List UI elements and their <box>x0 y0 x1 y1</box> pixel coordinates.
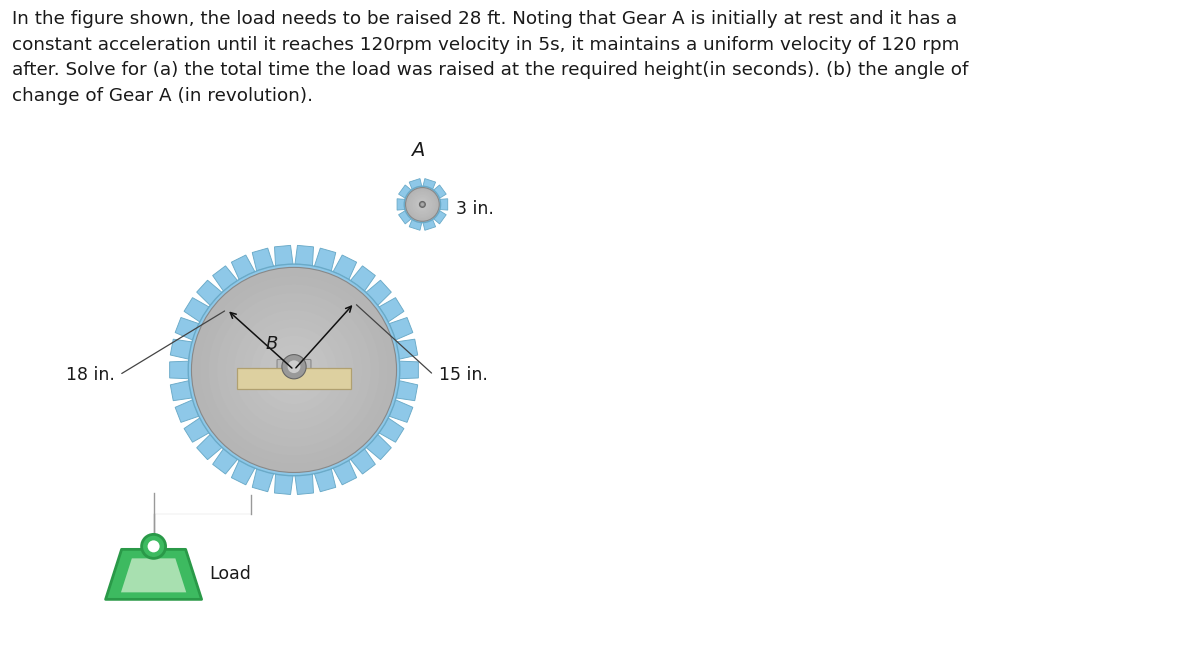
Polygon shape <box>170 339 192 359</box>
Polygon shape <box>121 558 186 593</box>
Polygon shape <box>379 418 404 442</box>
Circle shape <box>290 366 298 374</box>
Circle shape <box>418 200 427 208</box>
Polygon shape <box>184 418 209 442</box>
Polygon shape <box>396 381 418 400</box>
Circle shape <box>413 195 432 214</box>
Polygon shape <box>379 298 404 322</box>
Polygon shape <box>422 219 436 230</box>
Text: Load: Load <box>210 565 252 583</box>
FancyBboxPatch shape <box>277 360 311 389</box>
Polygon shape <box>106 549 202 600</box>
Polygon shape <box>212 448 238 474</box>
Polygon shape <box>397 199 404 210</box>
Polygon shape <box>314 248 336 271</box>
Polygon shape <box>389 317 413 340</box>
Polygon shape <box>422 178 436 190</box>
Polygon shape <box>334 255 356 280</box>
Polygon shape <box>275 245 293 266</box>
Circle shape <box>288 360 300 373</box>
Polygon shape <box>197 280 222 306</box>
Polygon shape <box>350 266 376 291</box>
Text: 15 in.: 15 in. <box>439 366 487 384</box>
Circle shape <box>142 534 166 558</box>
Circle shape <box>226 302 362 438</box>
Circle shape <box>286 361 302 378</box>
Polygon shape <box>400 361 419 379</box>
Polygon shape <box>252 248 274 271</box>
Circle shape <box>421 202 424 206</box>
Circle shape <box>412 193 433 215</box>
Circle shape <box>404 186 440 223</box>
Circle shape <box>209 284 379 456</box>
Polygon shape <box>169 361 188 379</box>
Circle shape <box>200 276 388 464</box>
Polygon shape <box>433 185 446 199</box>
Polygon shape <box>197 434 222 459</box>
Circle shape <box>406 188 439 221</box>
Text: A: A <box>410 141 424 160</box>
Circle shape <box>148 541 160 552</box>
Polygon shape <box>396 339 418 359</box>
Polygon shape <box>275 474 293 495</box>
Circle shape <box>269 344 319 396</box>
Polygon shape <box>440 199 448 210</box>
Circle shape <box>421 203 424 206</box>
Circle shape <box>192 267 396 472</box>
FancyBboxPatch shape <box>238 368 352 389</box>
Polygon shape <box>409 178 422 190</box>
Polygon shape <box>184 298 209 322</box>
Circle shape <box>260 336 328 404</box>
Polygon shape <box>398 210 412 224</box>
Polygon shape <box>366 280 391 306</box>
Polygon shape <box>170 381 192 400</box>
Circle shape <box>251 327 337 413</box>
Circle shape <box>282 354 306 379</box>
Circle shape <box>415 197 430 212</box>
Polygon shape <box>295 474 313 495</box>
Polygon shape <box>334 460 356 485</box>
Text: 18 in.: 18 in. <box>66 366 114 384</box>
Polygon shape <box>175 400 199 422</box>
Text: 3 in.: 3 in. <box>456 201 494 219</box>
Circle shape <box>420 202 425 207</box>
Circle shape <box>409 191 436 217</box>
Circle shape <box>416 199 428 210</box>
Polygon shape <box>366 434 391 459</box>
Circle shape <box>217 293 371 447</box>
Polygon shape <box>252 469 274 492</box>
Polygon shape <box>232 460 254 485</box>
Circle shape <box>234 310 354 430</box>
Circle shape <box>407 189 438 220</box>
Polygon shape <box>389 400 413 422</box>
Polygon shape <box>314 469 336 492</box>
Circle shape <box>277 353 311 387</box>
Circle shape <box>408 190 437 219</box>
Polygon shape <box>409 219 422 230</box>
Polygon shape <box>175 317 199 340</box>
Text: In the figure shown, the load needs to be raised 28 ft. Noting that Gear A is in: In the figure shown, the load needs to b… <box>12 10 968 105</box>
Polygon shape <box>433 210 446 224</box>
Polygon shape <box>232 255 254 280</box>
Circle shape <box>420 201 425 208</box>
Circle shape <box>242 319 346 421</box>
Circle shape <box>188 264 400 476</box>
Circle shape <box>414 196 431 213</box>
Polygon shape <box>350 448 376 474</box>
Text: B: B <box>266 335 278 353</box>
Circle shape <box>287 363 301 377</box>
Polygon shape <box>398 185 412 199</box>
Polygon shape <box>295 245 313 266</box>
Polygon shape <box>212 266 238 291</box>
